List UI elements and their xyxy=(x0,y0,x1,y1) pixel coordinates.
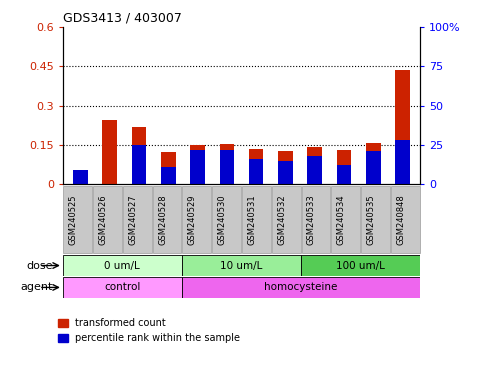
Text: GSM240532: GSM240532 xyxy=(277,195,286,245)
Bar xyxy=(278,161,293,184)
Text: 10 um/L: 10 um/L xyxy=(220,260,263,271)
Bar xyxy=(132,145,146,184)
Bar xyxy=(190,146,205,184)
Text: GSM240535: GSM240535 xyxy=(367,195,376,245)
Bar xyxy=(73,182,88,184)
Bar xyxy=(307,147,322,184)
Bar xyxy=(182,255,301,276)
Text: dose: dose xyxy=(27,260,53,271)
Text: agent: agent xyxy=(21,282,53,293)
Text: GSM240526: GSM240526 xyxy=(99,195,108,245)
Bar xyxy=(182,277,420,298)
Bar xyxy=(220,150,234,184)
Bar xyxy=(301,255,420,276)
Text: GSM240848: GSM240848 xyxy=(397,194,405,245)
Text: GSM240530: GSM240530 xyxy=(218,195,227,245)
Bar xyxy=(63,255,182,276)
Bar xyxy=(63,277,182,298)
Bar xyxy=(366,151,381,184)
Bar xyxy=(132,127,146,184)
Bar xyxy=(307,156,322,184)
Text: GSM240529: GSM240529 xyxy=(188,195,197,245)
Text: GSM240525: GSM240525 xyxy=(69,195,78,245)
Bar xyxy=(102,120,117,184)
Text: GSM240528: GSM240528 xyxy=(158,195,167,245)
Text: GDS3413 / 403007: GDS3413 / 403007 xyxy=(63,11,182,24)
Bar xyxy=(337,150,351,184)
Text: 100 um/L: 100 um/L xyxy=(336,260,385,271)
Bar xyxy=(395,140,410,184)
Bar xyxy=(190,150,205,184)
Bar xyxy=(161,167,176,184)
Bar xyxy=(366,143,381,184)
Text: 0 um/L: 0 um/L xyxy=(104,260,140,271)
Text: GSM240531: GSM240531 xyxy=(247,195,256,245)
Bar xyxy=(278,151,293,184)
Text: control: control xyxy=(104,282,141,293)
Text: GSM240533: GSM240533 xyxy=(307,194,316,245)
Bar xyxy=(249,159,263,184)
Bar xyxy=(395,70,410,184)
Text: GSM240534: GSM240534 xyxy=(337,195,346,245)
Text: GSM240527: GSM240527 xyxy=(128,195,137,245)
Bar xyxy=(337,166,351,184)
Text: homocysteine: homocysteine xyxy=(264,282,338,293)
Bar xyxy=(161,152,176,184)
Bar xyxy=(73,170,88,184)
Bar xyxy=(220,144,234,184)
Legend: transformed count, percentile rank within the sample: transformed count, percentile rank withi… xyxy=(58,318,241,343)
Bar xyxy=(249,149,263,184)
